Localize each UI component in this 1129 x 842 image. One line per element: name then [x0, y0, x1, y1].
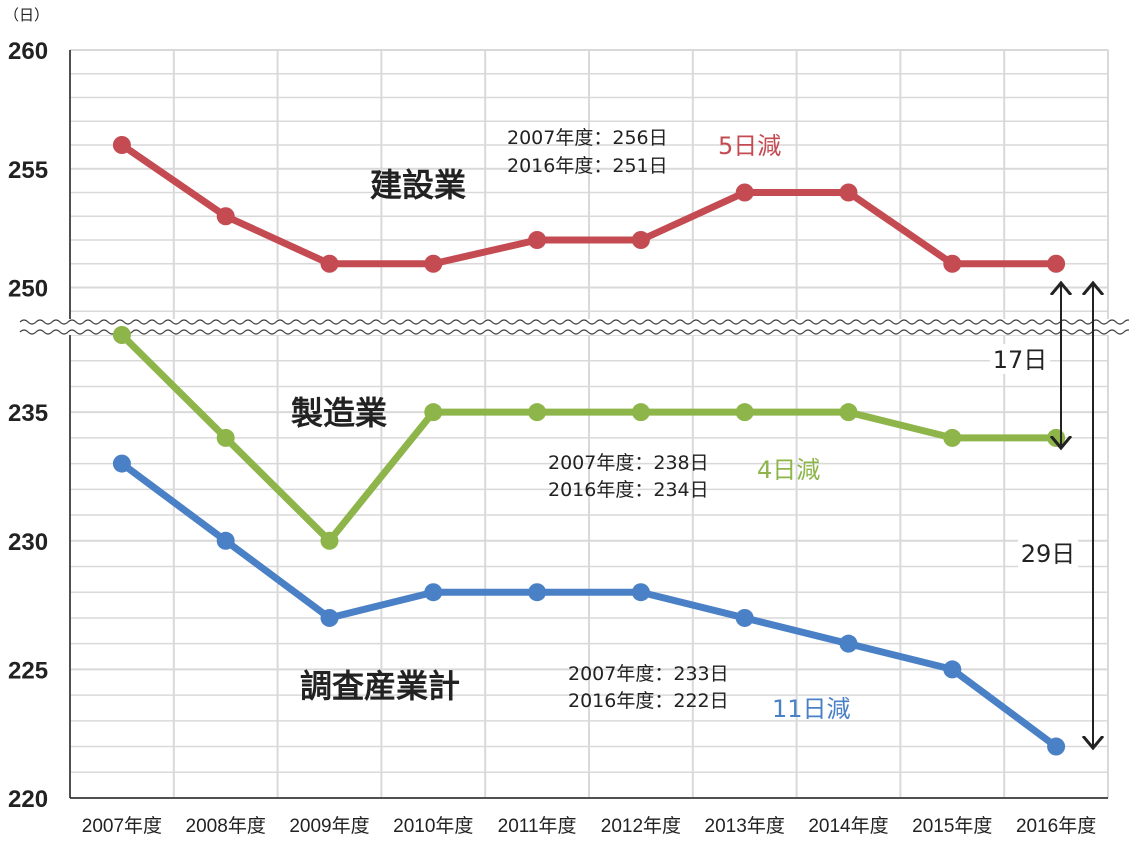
x-tick-label: 2016年度 [1016, 815, 1096, 837]
data-point [424, 583, 443, 602]
data-point [1047, 428, 1066, 447]
data-point [112, 326, 131, 344]
series-line [119, 460, 1059, 750]
x-tick-label: 2012年度 [601, 815, 681, 837]
x-tick-label: 2009年度 [289, 815, 369, 837]
data-point [528, 231, 547, 249]
data-point [943, 428, 962, 447]
data-point [424, 403, 443, 422]
data-point [216, 207, 235, 226]
data-point [631, 403, 650, 422]
series-line [119, 142, 1057, 268]
y-tick-label: 225 [8, 657, 48, 684]
series-name-label: 製造業 [291, 394, 387, 432]
data-point [112, 136, 131, 154]
y-tick-label: 255 [8, 157, 48, 184]
series-diff-label: 4日減 [757, 456, 820, 484]
data-point [528, 403, 547, 422]
y-tick-label: 220 [8, 786, 48, 813]
series-name-label: 調査産業計 [300, 667, 460, 705]
y-tick-label: 250 [8, 276, 48, 303]
x-tick-label: 2007年度 [82, 815, 162, 837]
data-point [631, 231, 650, 249]
series-line [119, 332, 1057, 545]
gap-label: 29日 [1021, 540, 1076, 568]
data-point [320, 254, 339, 273]
data-point [216, 428, 235, 447]
difference-arrows [1061, 283, 1093, 748]
data-point [735, 183, 754, 202]
x-tick-label: 2014年度 [808, 815, 888, 837]
series-note-2007: 2007年度：238日 [548, 452, 709, 474]
series-note-2016: 2016年度：234日 [548, 479, 709, 501]
y-unit-label: （日） [4, 6, 49, 24]
y-tick-label: 235 [8, 400, 48, 427]
data-point [320, 608, 339, 627]
data-point [631, 583, 650, 602]
data-point [424, 254, 443, 273]
x-tick-label: 2015年度 [912, 815, 992, 837]
series-note-2007: 2007年度：233日 [568, 663, 729, 685]
data-point [735, 608, 754, 627]
series-diff-label: 5日減 [718, 132, 781, 160]
series-name-label: 建設業 [370, 166, 466, 204]
y-axis-ticks: 250 255 260 220 225 230 235 [8, 38, 48, 813]
y-tick-label: 260 [8, 38, 48, 65]
data-point [839, 403, 858, 422]
gap-label-bg [990, 344, 1050, 374]
x-axis-ticks: 2007年度 2008年度 2009年度 2010年度 2011年度 2012年度 2013… [82, 815, 1096, 837]
series-note-2007: 2007年度：256日 [507, 127, 668, 149]
series-note-2016: 2016年度：251日 [507, 155, 668, 177]
y-tick-label: 230 [8, 529, 48, 556]
gap-label-bg [1018, 538, 1078, 568]
data-point [1047, 254, 1066, 273]
x-tick-label: 2013年度 [705, 815, 785, 837]
data-point [943, 660, 962, 679]
x-tick-label: 2010年度 [393, 815, 473, 837]
data-point [216, 531, 235, 550]
series-note-2016: 2016年度：222日 [568, 690, 729, 712]
axis-break-line [19, 319, 1129, 325]
data-point [943, 254, 962, 273]
x-tick-label: 2008年度 [186, 815, 266, 837]
data-point [320, 531, 339, 550]
series-diff-label: 11日減 [772, 695, 851, 723]
data-point [1047, 737, 1066, 756]
data-point [839, 634, 858, 653]
data-point [839, 183, 858, 202]
axis-break-line [19, 329, 1129, 335]
axis-break-mark [0, 319, 1129, 335]
gap-label: 17日 [993, 346, 1048, 374]
x-tick-label: 2011年度 [498, 815, 577, 837]
data-point [735, 403, 754, 422]
data-point [528, 583, 547, 602]
data-point [112, 454, 131, 473]
